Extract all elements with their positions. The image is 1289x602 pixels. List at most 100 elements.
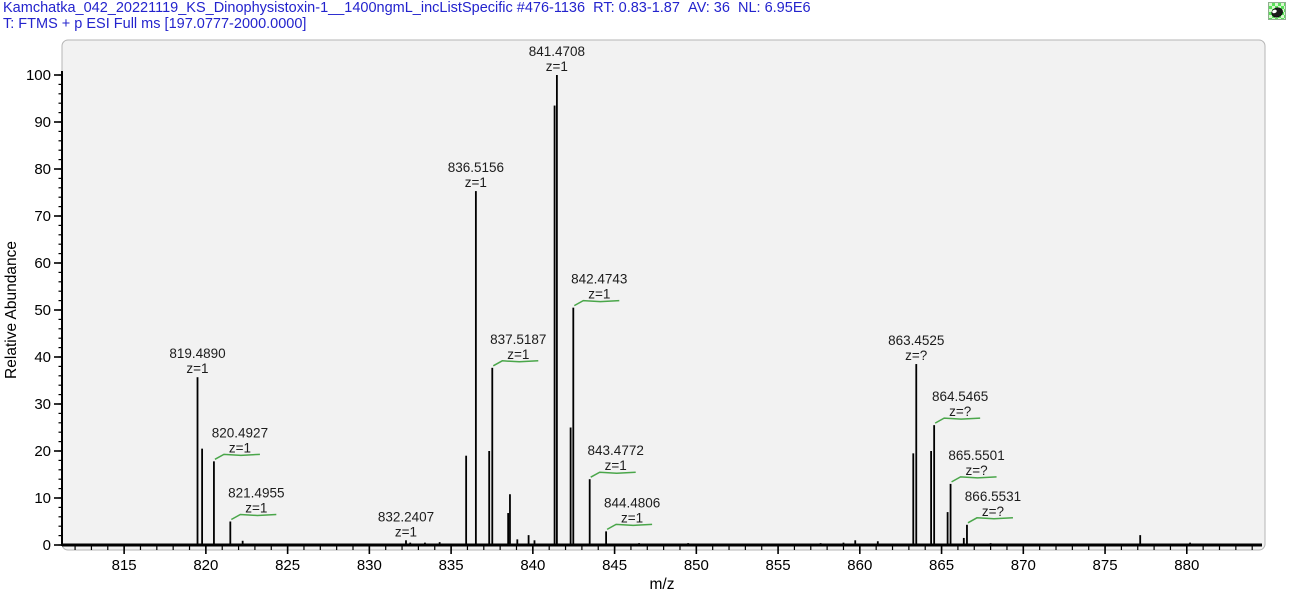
spectrum-peak: [196, 377, 199, 545]
spectrum-peak: [966, 524, 968, 545]
spectrum-peak: [1087, 543, 1090, 545]
x-tick-label: 865: [929, 557, 954, 574]
y-tick-label: 0: [43, 537, 51, 554]
charge-flag-line: [951, 476, 997, 483]
spectrum-peak: [1139, 535, 1142, 545]
spectrum-peak: [488, 451, 491, 545]
peak-mz-label: 819.4890: [169, 346, 225, 361]
peak-charge-label: z=1: [588, 287, 610, 302]
y-tick-label: 100: [26, 67, 51, 84]
x-tick-label: 880: [1174, 557, 1199, 574]
peak-charge-label: z=?: [965, 463, 987, 478]
spectrum-peak: [572, 307, 575, 545]
x-tick-label: 835: [439, 557, 464, 574]
peak-mz-label: 863.4525: [888, 333, 944, 348]
charge-flag-line: [967, 517, 1013, 524]
y-tick-label: 10: [34, 490, 51, 507]
spectrum-peak: [229, 521, 232, 545]
x-tick-label: 815: [112, 557, 137, 574]
spectrum-peak: [213, 461, 215, 545]
rt-value: 0.83-1.87: [618, 0, 680, 16]
y-tick-label: 30: [34, 396, 51, 413]
peak-mz-label: 866.5531: [965, 489, 1021, 504]
spectrum-peak: [819, 543, 822, 545]
y-tick-label: 20: [34, 443, 51, 460]
peak-mz-label: 832.2407: [378, 509, 434, 524]
peak-charge-label: z=?: [905, 348, 927, 363]
peak-mz-label: 843.4772: [588, 443, 644, 458]
peak-charge-label: z=1: [465, 175, 487, 190]
charge-flag-line: [573, 299, 620, 307]
peak-charge-label: z=1: [546, 59, 568, 74]
peak-charge-label: z=1: [229, 440, 251, 455]
peak-mz-label: 865.5501: [948, 448, 1004, 463]
peak-charge-label: z=1: [245, 501, 267, 516]
y-tick-label: 40: [34, 349, 51, 366]
spectrum-peak: [516, 539, 519, 545]
spectrum-peak: [946, 512, 949, 545]
spectrum-peak: [409, 542, 412, 545]
spectrum-peak: [734, 543, 737, 545]
charge-flag-line: [492, 360, 539, 367]
spectrum-peak: [438, 542, 441, 545]
y-tick-label: 90: [34, 114, 51, 131]
peak-charge-label: z=?: [982, 504, 1004, 519]
x-tick-label: 850: [684, 557, 709, 574]
charge-flag-line: [214, 453, 260, 460]
charge-flag-line: [606, 523, 653, 531]
peak-mz-label: 864.5465: [932, 389, 988, 404]
spectrum-peak: [638, 543, 641, 545]
spectrum-peak: [933, 425, 936, 545]
spectrum-peak: [553, 105, 556, 546]
x-tick-label: 830: [357, 557, 382, 574]
peak-mz-label: 820.4927: [212, 425, 268, 440]
spectrum-peak: [1226, 543, 1229, 545]
peak-charge-label: z=1: [621, 510, 643, 525]
spectrum-peak: [241, 540, 244, 545]
charge-flag-line: [934, 417, 981, 424]
x-tick-label: 825: [275, 557, 300, 574]
peak-mz-label: 841.4708: [529, 44, 585, 59]
spectrum-peak: [949, 483, 952, 545]
x-tick-label: 845: [602, 557, 627, 574]
y-tick-label: 50: [34, 302, 51, 319]
spectrum-peak: [876, 541, 879, 545]
spectrum-peak: [780, 543, 783, 545]
spectrum-peak: [912, 453, 915, 545]
y-tick-label: 80: [34, 161, 51, 178]
spectrum-peak: [201, 448, 204, 545]
spectrum-peak: [605, 531, 607, 545]
charge-flag-line: [590, 471, 636, 478]
y-tick-label: 70: [34, 208, 51, 225]
spectrum-peak: [588, 479, 591, 545]
scan-range: #476-1136: [516, 0, 586, 16]
scan-header: Kamchatka_042_20221119_KS_Dinophysistoxi…: [3, 0, 1263, 32]
pin-icon-button[interactable]: [1268, 2, 1286, 20]
x-tick-label: 820: [193, 557, 218, 574]
spectrum-peak: [474, 191, 477, 545]
scan-header-line1: Kamchatka_042_20221119_KS_Dinophysistoxi…: [3, 0, 1263, 16]
peak-mz-label: 842.4743: [571, 272, 627, 287]
spectrum-peak: [930, 451, 933, 545]
spectrum-peak: [687, 543, 690, 545]
spectrum-peak: [405, 540, 407, 545]
peak-mz-label: 821.4955: [228, 486, 284, 501]
peak-mz-label: 844.4806: [604, 495, 660, 510]
peak-charge-label: z=?: [949, 404, 971, 419]
spectrum-peak: [915, 364, 918, 545]
y-axis-title: Relative Abundance: [3, 241, 20, 379]
spectrum-peak: [424, 542, 426, 545]
spectrum-peak: [491, 367, 494, 545]
x-tick-label: 875: [1093, 557, 1118, 574]
x-tick-label: 855: [766, 557, 791, 574]
peak-mz-label: 837.5187: [490, 332, 546, 347]
x-tick-label: 860: [847, 557, 872, 574]
peak-charge-label: z=1: [186, 361, 208, 376]
peak-mz-label: 836.5156: [448, 160, 504, 175]
scan-filter-line: T: FTMS + p ESI Full ms [197.0777-2000.0…: [3, 16, 307, 32]
charge-flag-line: [230, 513, 277, 521]
peak-charge-label: z=1: [395, 524, 417, 539]
rt-label: RT:: [593, 0, 615, 16]
